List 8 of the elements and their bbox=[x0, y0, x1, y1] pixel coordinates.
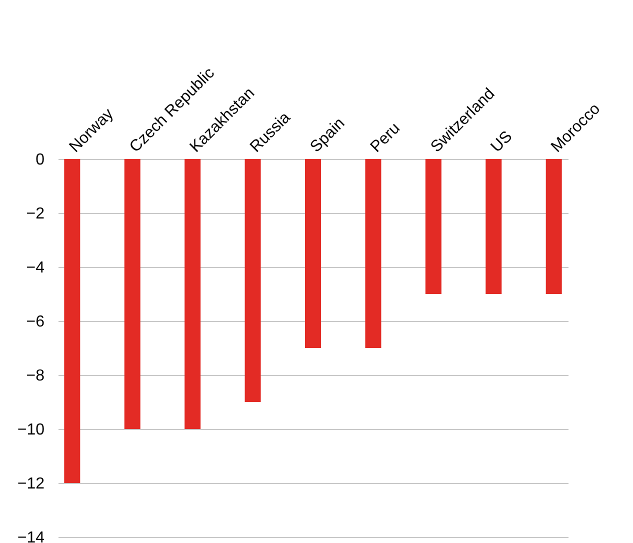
y-tick-label: −6 bbox=[26, 314, 45, 330]
y-tick-label: 0 bbox=[36, 152, 45, 168]
y-tick-label: −4 bbox=[26, 260, 45, 276]
y-tick-label: −8 bbox=[26, 368, 45, 384]
y-tick-label: −12 bbox=[17, 476, 45, 492]
y-tick-label: −14 bbox=[17, 530, 45, 543]
y-tick-label: −2 bbox=[26, 206, 45, 222]
y-tick-label: −10 bbox=[17, 422, 45, 438]
